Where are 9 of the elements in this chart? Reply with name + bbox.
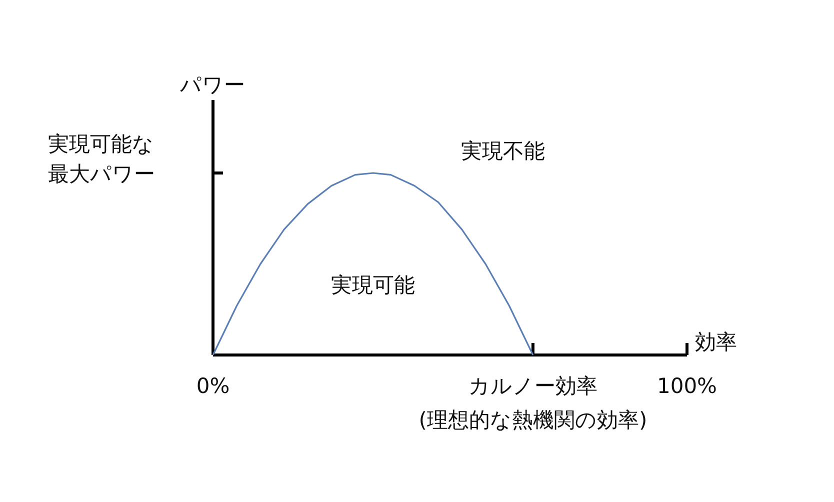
annotation: 実現可能 bbox=[331, 273, 415, 297]
xlabel: 効率 bbox=[695, 330, 737, 354]
annotation: (理想的な熱機関の効率) bbox=[418, 408, 648, 432]
xtick: カルノー効率 bbox=[468, 374, 598, 398]
xtick: 100% bbox=[656, 374, 718, 398]
annotation: 実現不能 bbox=[461, 139, 545, 163]
xtick: 0% bbox=[196, 374, 230, 398]
ylabel: パワー bbox=[180, 73, 245, 97]
annotation: 実現可能な最大パワー bbox=[48, 131, 156, 188]
